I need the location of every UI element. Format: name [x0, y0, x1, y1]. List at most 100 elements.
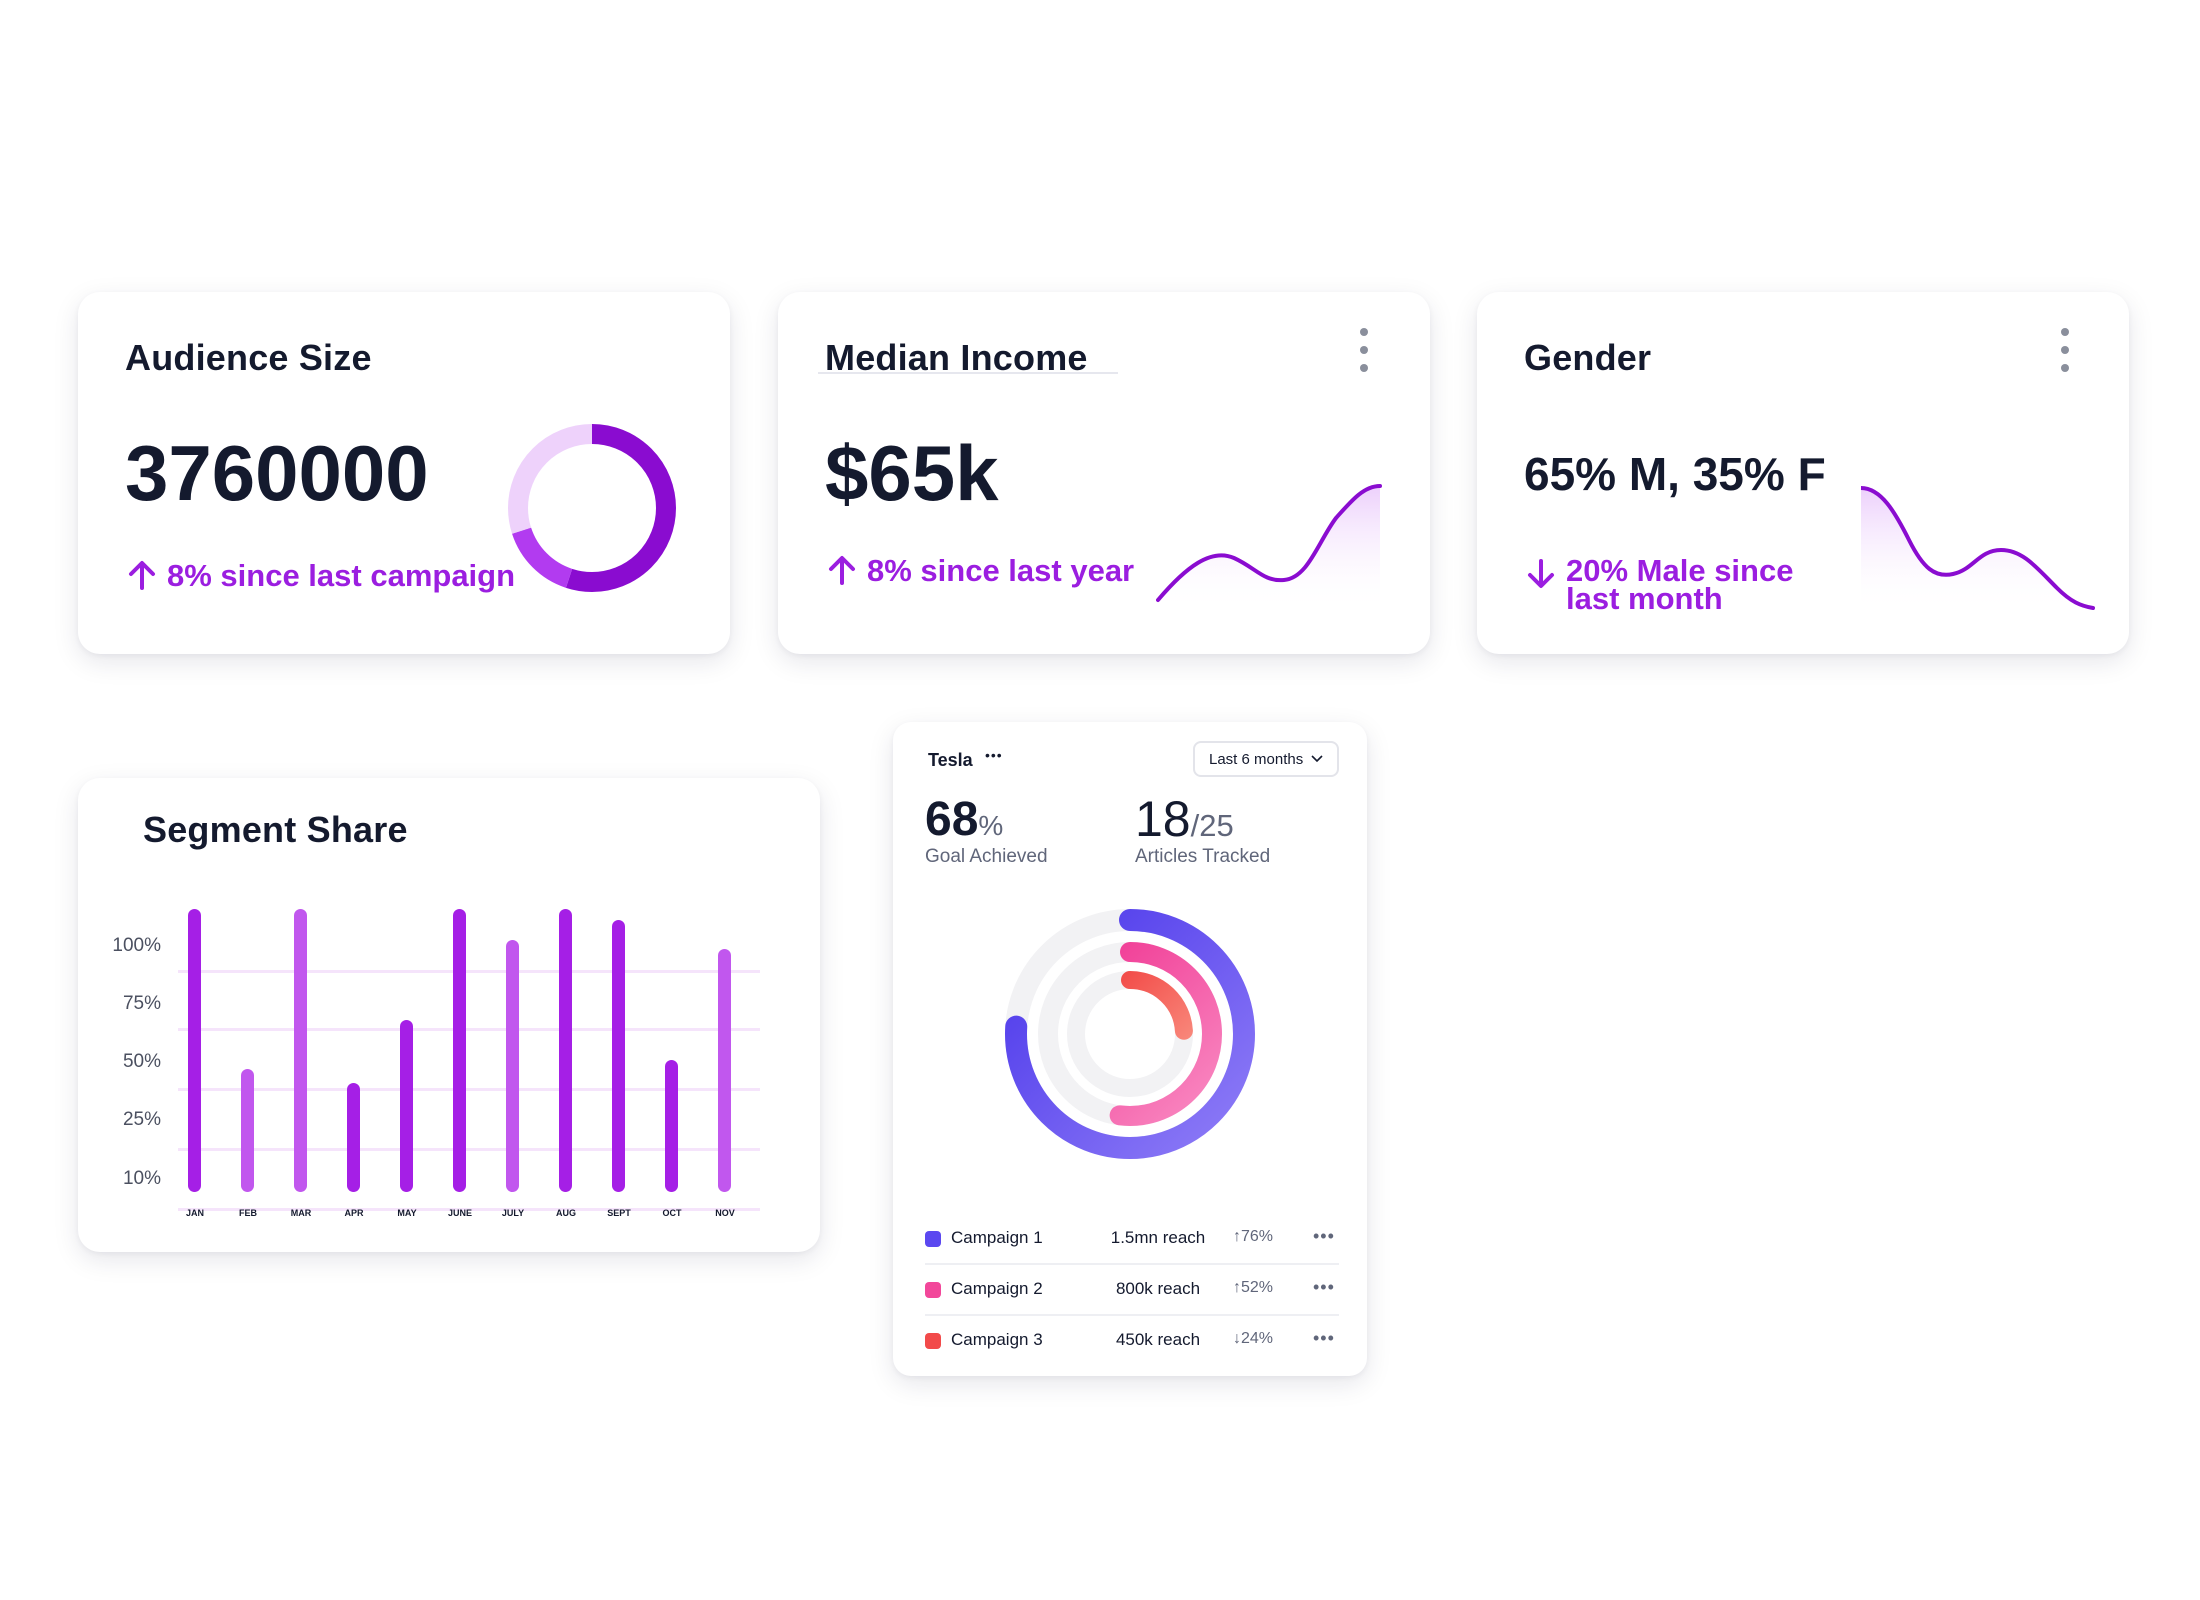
- income-trend: 8% since last year: [825, 555, 1134, 587]
- articles-value: 18: [1135, 791, 1191, 847]
- median-income-card: Median Income $65k 8% since last year: [778, 292, 1430, 654]
- ring-campaign-1[interactable]: [1005, 909, 1255, 1159]
- segment-share-title: Segment Share: [143, 809, 408, 850]
- x-tick-label: OCT: [662, 1208, 682, 1218]
- bar-feb[interactable]: [241, 1069, 254, 1192]
- x-tick-label: JUNE: [447, 1208, 472, 1218]
- y-tick-label: 50%: [122, 1051, 161, 1072]
- articles-label: Articles Tracked: [1135, 846, 1271, 867]
- campaign-name: Campaign 1: [951, 1228, 1043, 1247]
- bar-june[interactable]: [453, 908, 466, 1192]
- y-tick-label: 10%: [122, 1168, 161, 1189]
- campaign-change: ↑52%: [1233, 1279, 1273, 1297]
- audience-trend: 8% since last campaign: [125, 560, 515, 592]
- tesla-title: Tesla: [928, 750, 973, 770]
- row-divider: [925, 1314, 1339, 1316]
- income-trend-text: 8% since last year: [867, 553, 1135, 588]
- more-horizontal-icon[interactable]: •••: [1313, 1226, 1335, 1246]
- grid-line: [178, 1028, 760, 1031]
- bar-apr[interactable]: [347, 1083, 360, 1192]
- goal-unit: %: [978, 810, 1004, 841]
- grid-line: [178, 1088, 760, 1091]
- audience-size-value: 3760000: [125, 429, 429, 517]
- arrow-down-icon: [1528, 559, 1554, 588]
- x-tick-label: APR: [344, 1208, 364, 1218]
- campaign-change-value: 52%: [1241, 1279, 1274, 1296]
- campaign-color-swatch: [925, 1231, 941, 1247]
- ring-campaign-3[interactable]: [1067, 971, 1193, 1097]
- grid-line: [178, 1208, 760, 1211]
- bar-jan[interactable]: [188, 908, 201, 1192]
- ring-campaign-2[interactable]: [1038, 942, 1222, 1126]
- arrow-up-icon: ↑: [1233, 1279, 1241, 1296]
- donut-segment: [508, 424, 676, 592]
- campaign-rings-chart: [1005, 909, 1255, 1159]
- gender-sparkline: [1861, 486, 2095, 612]
- gender-card: Gender 65% M, 35% F 20% Male since last m…: [1477, 292, 2129, 654]
- gender-title: Gender: [1524, 337, 1652, 378]
- x-tick-label: FEB: [239, 1208, 257, 1218]
- bar-july[interactable]: [506, 940, 519, 1192]
- audience-trend-text: 8% since last campaign: [167, 558, 516, 593]
- title-underline: [818, 372, 1118, 374]
- gender-trend: 20% Male since last month: [1524, 553, 1794, 616]
- campaign-name: Campaign 3: [951, 1330, 1043, 1349]
- audience-donut-chart: [508, 424, 676, 592]
- income-sparkline: [1156, 484, 1382, 612]
- campaign-change-value: 24%: [1241, 1330, 1274, 1347]
- row-divider: [925, 1263, 1339, 1265]
- campaign-color-swatch: [925, 1282, 941, 1298]
- bar-nov[interactable]: [718, 948, 731, 1192]
- arrow-up-icon: [129, 560, 155, 590]
- bar-aug[interactable]: [559, 908, 572, 1192]
- arrow-up-icon: [829, 555, 855, 585]
- campaign-row[interactable]: Campaign 1 1.5mn reach ↑76% •••: [893, 1214, 1367, 1264]
- y-tick-label: 75%: [122, 993, 161, 1014]
- x-tick-label: NOV: [715, 1208, 735, 1218]
- median-income-value: $65k: [825, 429, 999, 517]
- more-horizontal-icon[interactable]: •••: [1313, 1328, 1335, 1348]
- grid-line: [178, 1148, 760, 1151]
- arrow-up-icon: ↑: [1233, 1228, 1241, 1245]
- articles-stat: 18/25: [1135, 790, 1234, 848]
- campaign-change: ↑76%: [1233, 1228, 1273, 1246]
- more-horizontal-icon[interactable]: •••: [985, 747, 1003, 763]
- more-horizontal-icon[interactable]: •••: [1313, 1277, 1335, 1297]
- x-tick-label: SEPT: [607, 1208, 631, 1218]
- bar-mar[interactable]: [294, 908, 307, 1192]
- grid-line: [178, 970, 760, 973]
- campaign-color-swatch: [925, 1333, 941, 1349]
- kebab-icon[interactable]: [1357, 328, 1371, 372]
- chevron-down-icon: [1311, 755, 1323, 763]
- goal-label: Goal Achieved: [925, 846, 1048, 867]
- x-tick-label: MAY: [397, 1208, 417, 1218]
- date-range-dropdown[interactable]: Last 6 months: [1193, 741, 1339, 777]
- articles-total: /25: [1190, 808, 1234, 843]
- campaign-name: Campaign 2: [951, 1279, 1043, 1298]
- x-tick-label: JAN: [185, 1208, 204, 1218]
- campaign-reach: 1.5mn reach: [1110, 1228, 1206, 1247]
- campaign-reach: 450k reach: [1115, 1330, 1201, 1349]
- y-tick-label: 100%: [112, 935, 161, 956]
- bar-sept[interactable]: [612, 920, 625, 1192]
- x-tick-label: JULY: [501, 1208, 525, 1218]
- segment-bar-chart: 100% 75% 50% 25% 10% JAN FEB MAR APR MAY JUNE…: [78, 778, 820, 1252]
- median-income-title: Median Income: [825, 337, 1088, 378]
- campaign-change-value: 76%: [1241, 1228, 1274, 1245]
- arrow-down-icon: ↓: [1233, 1330, 1241, 1347]
- campaign-row[interactable]: Campaign 3 450k reach ↓24% •••: [893, 1316, 1367, 1366]
- x-tick-label: MAR: [290, 1208, 312, 1218]
- x-tick-label: AUG: [556, 1208, 576, 1218]
- campaign-change: ↓24%: [1233, 1330, 1273, 1348]
- gender-value: 65% M, 35% F: [1524, 448, 1826, 500]
- bar-may[interactable]: [400, 1020, 413, 1192]
- bar-oct[interactable]: [665, 1060, 678, 1192]
- campaign-row[interactable]: Campaign 2 800k reach ↑52% •••: [893, 1265, 1367, 1315]
- y-tick-label: 25%: [122, 1109, 161, 1130]
- audience-size-card: Audience Size 3760000 8% since last camp…: [78, 292, 730, 654]
- gender-trend-line2: last month: [1566, 581, 1723, 616]
- date-range-value: Last 6 months: [1209, 750, 1304, 768]
- gender-trend-line1: 20% Male since: [1566, 553, 1794, 588]
- kebab-icon[interactable]: [2058, 328, 2072, 372]
- segment-share-card: Segment Share 100% 75% 50% 25% 10% JAN FE…: [78, 778, 820, 1252]
